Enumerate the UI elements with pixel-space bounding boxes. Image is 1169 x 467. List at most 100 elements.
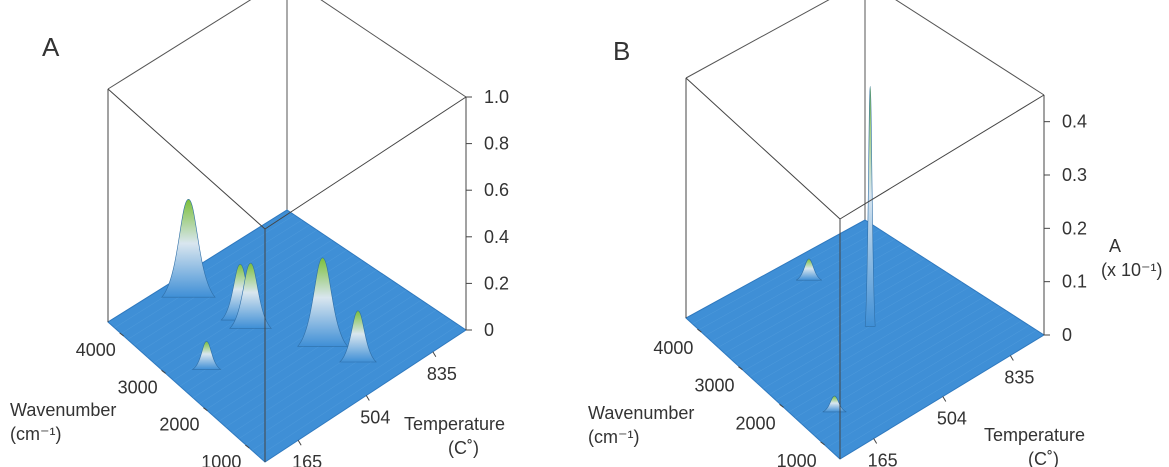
- surface-grid-line: [692, 224, 873, 325]
- y-axis-tick: [873, 438, 878, 444]
- surface-grid-line: [251, 319, 452, 451]
- surface-grid-line: [199, 279, 392, 404]
- x-axis-tick: [203, 407, 208, 412]
- y-axis-label: Temperature: [404, 414, 505, 434]
- x-axis-tick: [697, 328, 702, 333]
- z-tick-label: 0.3: [1062, 165, 1087, 185]
- surface-grid-line: [127, 224, 310, 340]
- x-tick-label: 4000: [76, 340, 116, 360]
- surface-grid-line: [820, 320, 1022, 442]
- x-axis-tick: [245, 444, 250, 449]
- x-axis-label-unit: (cm⁻¹): [588, 427, 639, 447]
- x-axis-label-unit: (cm⁻¹): [10, 424, 61, 444]
- z-tick-label: 0: [1062, 325, 1072, 345]
- surface-grid-line: [258, 324, 459, 457]
- x-axis-tick: [161, 369, 166, 374]
- surface-grid-line: [705, 234, 888, 336]
- z-tick-label: 0.2: [1062, 218, 1087, 238]
- y-axis-tick: [1009, 355, 1014, 361]
- panel-b-letter: B: [613, 36, 630, 66]
- y-tick-label: 165: [868, 451, 898, 467]
- y-tick-label: 504: [937, 409, 967, 429]
- surface-grid-line: [698, 229, 881, 330]
- surface-grid-line: [212, 289, 407, 416]
- y-axis-tick: [942, 396, 947, 402]
- surface-grid-line: [775, 286, 970, 401]
- y-axis-tick: [297, 439, 302, 446]
- surface-grid-line: [225, 299, 422, 428]
- x-tick-label: 4000: [653, 338, 693, 358]
- surface-grid-line: [120, 219, 303, 334]
- x-tick-label: 1000: [201, 452, 241, 467]
- z-tick-label: 0.2: [484, 273, 509, 293]
- surface-peak: [338, 310, 378, 363]
- surface-grid-line: [833, 329, 1037, 454]
- cube-edge: [685, 0, 830, 79]
- cube-edge: [264, 96, 467, 230]
- z-tick-label: 0.1: [1062, 272, 1087, 292]
- surface-grid-line: [814, 315, 1015, 436]
- surface-grid-line: [743, 262, 933, 372]
- y-axis-label-unit: (C˚): [448, 438, 479, 458]
- y-tick-label: 165: [292, 452, 322, 467]
- surface-peak: [864, 85, 876, 327]
- surface-grid-line: [245, 314, 444, 445]
- surface-grid-line: [724, 248, 910, 354]
- y-tick-label: 504: [360, 407, 390, 427]
- surface-grid-line: [762, 277, 955, 389]
- x-axis-label: Wavenumber: [588, 403, 694, 423]
- z-axis-label-unit: (x 10⁻¹): [1101, 260, 1163, 280]
- surface-grid-line: [769, 282, 963, 395]
- x-tick-label: 3000: [118, 377, 158, 397]
- z-tick-label: 1.0: [484, 87, 509, 107]
- y-axis-tick: [365, 395, 370, 401]
- surface-grid-line: [238, 309, 437, 439]
- cube-edge: [107, 88, 266, 230]
- x-axis-label: Wavenumber: [10, 400, 116, 420]
- surface-grid-line: [794, 301, 992, 419]
- y-tick-label: 835: [1004, 367, 1034, 387]
- z-axis-label: A: [1109, 236, 1121, 256]
- z-tick-label: 0.8: [484, 134, 509, 154]
- surface-grid-line: [756, 272, 948, 383]
- x-tick-label: 3000: [694, 376, 734, 396]
- cube-edge: [320, 0, 467, 98]
- surface-grid-line: [711, 238, 895, 342]
- surface-grid-line: [750, 267, 940, 377]
- surface-peak: [191, 341, 222, 370]
- y-axis-label: Temperature: [984, 425, 1085, 445]
- x-axis-tick: [738, 366, 743, 371]
- x-tick-label: 2000: [736, 413, 776, 433]
- y-axis-label-unit: (C˚): [1028, 449, 1059, 467]
- x-tick-label: 1000: [777, 451, 817, 467]
- z-tick-label: 0.4: [484, 227, 509, 247]
- surface-grid-line: [788, 296, 985, 413]
- y-tick-label: 835: [427, 364, 457, 384]
- cube-edge: [839, 94, 1045, 220]
- x-axis-tick: [119, 332, 124, 337]
- surface-grid-line: [737, 258, 925, 366]
- cube-edge: [685, 77, 841, 220]
- panel-a-letter: A: [42, 32, 60, 62]
- x-tick-label: 2000: [159, 415, 199, 435]
- surface-peak: [795, 258, 822, 281]
- surface-grid-line: [114, 214, 295, 329]
- surface-grid-line: [827, 325, 1030, 448]
- z-tick-label: 0.6: [484, 180, 509, 200]
- surface-grid-line: [186, 269, 377, 393]
- x-axis-tick: [820, 441, 825, 446]
- cube-edge: [107, 0, 252, 90]
- z-tick-label: 0.4: [1062, 112, 1087, 132]
- y-axis-tick: [432, 351, 437, 358]
- z-tick-label: 0: [484, 320, 494, 340]
- surface-grid-line: [730, 253, 918, 360]
- x-axis-tick: [779, 403, 784, 408]
- surface-grid-line: [192, 274, 385, 399]
- surface-grid-line: [782, 291, 978, 407]
- surface-grid-line: [205, 284, 400, 410]
- surface-grid-line: [219, 294, 414, 422]
- cube-edge: [895, 0, 1045, 96]
